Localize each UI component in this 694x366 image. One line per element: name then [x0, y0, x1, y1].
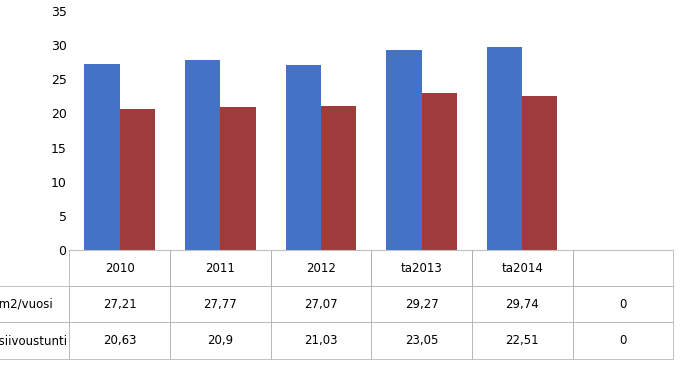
- Bar: [321, 107, 356, 250]
- Bar: [487, 47, 522, 250]
- Bar: [286, 65, 321, 250]
- Bar: [422, 93, 457, 250]
- Bar: [221, 107, 255, 250]
- Bar: [387, 50, 422, 250]
- Bar: [119, 109, 155, 250]
- Bar: [185, 60, 221, 250]
- Bar: [522, 96, 557, 250]
- Bar: [85, 64, 119, 250]
